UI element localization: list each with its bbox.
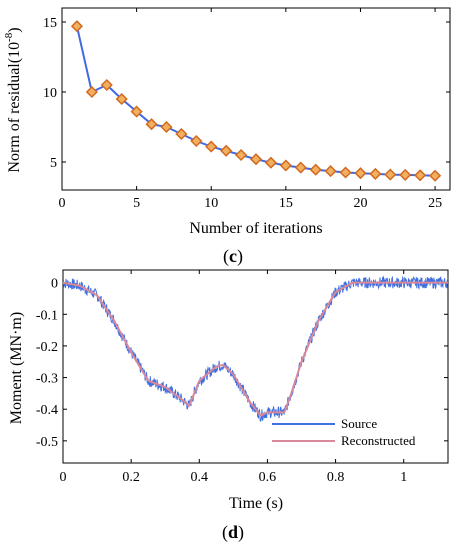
chart-d-ticks: 0 0.2 0.4 0.6 0.8 1 0 -0.1 -0.2 -0.3 -0.4 -0.5 [36,270,448,485]
chart-d-ytick-label: 0 [51,277,58,292]
chart-c-ylabel-close: ) [6,27,23,32]
chart-d-legend: Source Reconstructed [272,416,416,448]
chart-c-point [130,105,143,118]
chart-d-xtick-label: 0.2 [122,470,140,485]
chart-c-point [235,148,248,162]
chart-d: 0 0.2 0.4 0.6 0.8 1 0 -0.1 -0.2 -0.3 -0.4 -0.5 Sour… [8,269,449,543]
chart-c: 0 5 10 15 20 25 5 10 15 Number of iterations Nor… [3,7,451,267]
chart-c-point [145,118,158,131]
chart-c-point [85,85,98,99]
chart-d-xlabel: Time (s) [229,495,283,512]
chart-c-point [100,78,113,92]
chart-c-panel-letter: c [229,246,237,266]
chart-c-xtick-label: 0 [59,196,66,211]
chart-c-point [279,159,292,172]
chart-d-ytick-label: -0.2 [36,340,58,355]
chart-c-ytick-label: 10 [43,86,57,101]
chart-c-ylabel-exponent: -8 [3,32,15,42]
chart-d-panel-open: ( [222,522,228,543]
chart-c-frame [61,7,451,191]
chart-c-point [190,134,203,148]
chart-c-point [429,169,442,182]
chart-c-point [354,167,367,180]
chart-c-point [249,153,263,166]
chart-c-ytick-label: 15 [43,16,57,31]
chart-c-point [309,163,322,176]
chart-c-panel-close: ) [237,246,243,267]
chart-d-xtick-label: 0.6 [259,470,277,485]
chart-c-ticks: 0 5 10 15 20 25 5 10 15 [43,8,450,211]
chart-c-point [70,20,83,33]
chart-c-point [205,140,218,153]
chart-c-point [160,120,173,134]
chart-d-ytick-label: -0.4 [36,403,58,418]
chart-d-xtick-label: 0.8 [327,470,345,485]
chart-c-point [115,92,128,106]
chart-d-ylabel: Moment (MN·m) [8,312,25,424]
chart-c-xtick-label: 10 [204,196,218,211]
chart-c-point [339,166,352,179]
chart-d-xtick-label: 1 [400,470,407,485]
chart-c-xtick-label: 15 [279,196,293,211]
chart-c-point [324,165,337,178]
chart-c-point [384,168,397,181]
chart-c-point [399,168,412,181]
legend-source-label: Source [341,416,377,431]
chart-d-series-source [62,275,449,422]
chart-c-ylabel-main: Norm of residual(10 [6,42,23,173]
chart-c-xtick-label: 20 [353,196,367,211]
chart-c-panel-open: ( [223,246,229,267]
chart-c-xlabel: Number of iterations [189,220,322,237]
chart-d-ytick-label: -0.3 [36,372,58,387]
chart-d-xtick-label: 0 [60,470,67,485]
chart-c-xtick-label: 25 [428,196,442,211]
chart-d-frame [62,269,449,464]
chart-c-panel-label: (c) [223,246,243,267]
chart-d-xtick-label: 0.4 [191,470,209,485]
chart-d-panel-letter: d [228,522,238,542]
chart-c-point [369,167,382,180]
chart-d-plot [62,275,449,422]
chart-d-series-reconstructed [62,281,448,417]
chart-c-point [294,161,307,174]
chart-d-ytick-label: -0.1 [36,308,58,323]
chart-c-ytick-label: 5 [50,156,57,171]
chart-d-panel-label: (d) [222,522,244,543]
chart-d-ytick-label: -0.5 [36,435,58,450]
chart-d-panel-close: ) [238,522,244,543]
chart-c-ylabel: Norm of residual(10-8) [3,27,23,172]
legend-reconstructed-label: Reconstructed [341,433,416,448]
chart-c-point [414,169,427,182]
chart-c-point [220,144,233,157]
chart-c-xtick-label: 5 [133,196,140,211]
chart-c-point [264,156,277,169]
chart-c-point [175,127,188,141]
chart-c-plot [70,20,442,182]
